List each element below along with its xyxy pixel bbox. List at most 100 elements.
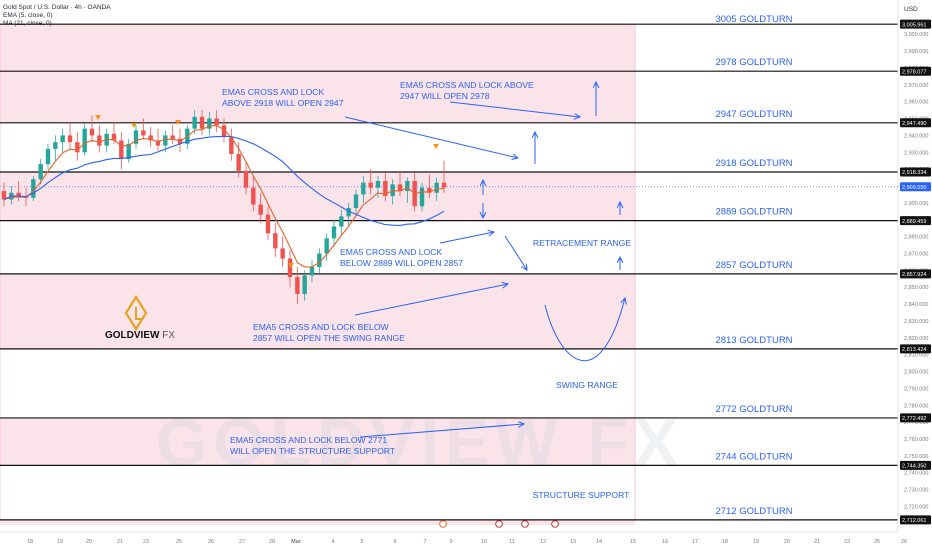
logo-brand: GOLDVIEW bbox=[105, 330, 160, 341]
price-tag-label: 2,978.077 bbox=[902, 69, 926, 75]
candle-body bbox=[199, 116, 205, 129]
price-tag-label: 2,712.061 bbox=[902, 518, 926, 524]
candle-body bbox=[163, 135, 168, 146]
economic-event-icon bbox=[551, 520, 559, 528]
x-tick-label: 28 bbox=[269, 539, 275, 545]
price-tag bbox=[900, 19, 931, 29]
candle-body bbox=[207, 118, 212, 129]
zone-label: STRUCTURE SUPPORT bbox=[533, 490, 631, 500]
x-tick-label: 7 bbox=[423, 539, 426, 545]
candle-body bbox=[155, 140, 161, 146]
candle-body bbox=[397, 184, 403, 192]
y-tick-label: 2,970.000 bbox=[904, 83, 928, 89]
candle-body bbox=[243, 170, 249, 188]
signal-marker-icon bbox=[433, 144, 439, 149]
x-tick-label: 5 bbox=[360, 539, 363, 545]
candle-body bbox=[60, 135, 65, 143]
candle-body bbox=[302, 275, 307, 294]
annotation-text: ABOVE 2918 WILL OPEN 2947 bbox=[222, 98, 344, 108]
candle-body bbox=[324, 238, 329, 254]
x-tick-label: 18 bbox=[27, 539, 33, 545]
y-tick-label: 2,770.000 bbox=[904, 420, 928, 426]
level-label: 2813 GOLDTURN bbox=[715, 335, 792, 346]
candle-body bbox=[97, 135, 102, 146]
candle-body bbox=[419, 187, 425, 207]
indicator-ema-label[interactable]: EMA (5, close, 0) bbox=[3, 12, 53, 19]
zone-band-0 bbox=[0, 24, 635, 123]
price-tag bbox=[900, 344, 931, 354]
level-label: 2947 GOLDTURN bbox=[715, 109, 792, 120]
current-price-tag bbox=[900, 182, 931, 192]
candle-body bbox=[346, 207, 351, 217]
arrow-structure bbox=[359, 424, 524, 438]
y-tick-label: 2,730.000 bbox=[904, 488, 928, 494]
zone-band-3 bbox=[0, 417, 635, 466]
annotation-text: 2857 WILL OPEN THE SWING RANGE bbox=[253, 333, 405, 343]
candle-body bbox=[339, 216, 344, 227]
candle-body bbox=[45, 148, 51, 165]
y-tick-label: 2,930.000 bbox=[904, 150, 928, 156]
zone-label: RETRACEMENT RANGE bbox=[533, 238, 631, 248]
level-label: 2918 GOLDTURN bbox=[715, 158, 792, 169]
price-tag bbox=[900, 269, 931, 279]
indicator-ma-label[interactable]: MA (21, close, 0) bbox=[3, 20, 52, 27]
candle-body bbox=[375, 180, 381, 188]
candle-body bbox=[309, 266, 315, 276]
y-tick-label: 2,760.000 bbox=[904, 437, 928, 443]
zone-label: SWING RANGE bbox=[556, 380, 618, 390]
swing-curve-arrow bbox=[544, 298, 625, 362]
x-tick-label: 4 bbox=[331, 539, 334, 545]
x-tick-label: 18 bbox=[722, 539, 728, 545]
y-tick-label: 2,870.000 bbox=[904, 251, 928, 257]
x-tick-label: 23 bbox=[844, 539, 850, 545]
x-tick-label: 9 bbox=[449, 539, 452, 545]
candle-body bbox=[368, 182, 373, 188]
x-tick-label: 15 bbox=[630, 539, 636, 545]
candle-body bbox=[148, 135, 153, 141]
candle-body bbox=[434, 182, 439, 193]
y-tick-label: 2,960.000 bbox=[904, 100, 928, 106]
ema5-line bbox=[3, 125, 445, 268]
x-tick-label: 21 bbox=[814, 539, 820, 545]
x-tick-label: 10 bbox=[481, 539, 487, 545]
current-price-label: 2,909.550 bbox=[902, 185, 926, 191]
logo-suffix: FX bbox=[162, 330, 176, 341]
zone-band-4 bbox=[0, 519, 635, 525]
annotation-text: WILL OPEN THE STRUCTURE SUPPORT bbox=[230, 446, 396, 456]
candle-body bbox=[31, 179, 36, 198]
x-tick-label: 16 bbox=[662, 539, 668, 545]
candle-body bbox=[16, 192, 21, 197]
candle-body bbox=[67, 135, 73, 143]
price-tag-label: 2,772.492 bbox=[902, 416, 926, 422]
price-tag-label: 2,857.924 bbox=[902, 272, 926, 278]
price-tag bbox=[900, 167, 931, 177]
x-tick-label: 19 bbox=[57, 539, 63, 545]
signal-marker-icon bbox=[131, 123, 137, 128]
candle-body bbox=[251, 187, 256, 205]
price-tag-label: 2,889.459 bbox=[902, 219, 926, 225]
y-tick-label: 2,750.000 bbox=[904, 454, 928, 460]
signal-marker-icon bbox=[288, 263, 294, 268]
level-label: 2889 GOLDTURN bbox=[715, 207, 792, 218]
chart-title: Gold Spot / U.S. Dollar · 4h · OANDA bbox=[3, 4, 111, 11]
y-tick-label: 2,720.000 bbox=[904, 504, 928, 510]
x-tick-label: 20 bbox=[784, 539, 790, 545]
candle-body bbox=[229, 137, 234, 154]
annotation-text: EMA5 CROSS AND LOCK ABOVE bbox=[400, 80, 534, 90]
candle-body bbox=[53, 142, 58, 149]
price-tag-label: 3,005.961 bbox=[902, 22, 926, 28]
candle-body bbox=[214, 118, 219, 126]
y-tick-label: 2,840.000 bbox=[904, 302, 928, 308]
candle-body bbox=[89, 128, 95, 136]
signal-marker-icon bbox=[95, 115, 101, 120]
x-tick-label: 17 bbox=[692, 539, 698, 545]
x-tick-label: 25 bbox=[874, 539, 880, 545]
price-tag bbox=[900, 413, 931, 423]
annotation-text: EMA5 CROSS AND LOCK bbox=[340, 247, 442, 257]
x-tick-label: 26 bbox=[901, 539, 907, 545]
x-tick-label: 20 bbox=[86, 539, 92, 545]
price-tag-label: 2,918.334 bbox=[902, 170, 926, 176]
candle-body bbox=[82, 128, 87, 153]
candle-body bbox=[258, 204, 263, 215]
zone-band-1 bbox=[0, 171, 635, 221]
